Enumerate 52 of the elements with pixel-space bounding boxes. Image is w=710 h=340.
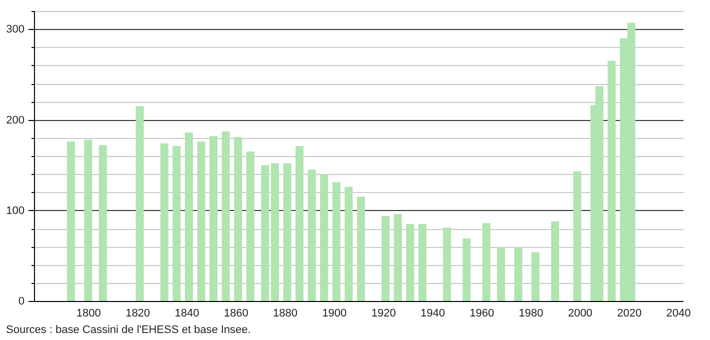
- x-tick-label: 1920: [371, 308, 396, 320]
- bar: [246, 151, 254, 301]
- bar: [308, 170, 316, 301]
- bar: [514, 248, 522, 301]
- bar: [172, 146, 181, 301]
- bar: [332, 182, 340, 301]
- x-tick-label: 1860: [224, 308, 248, 320]
- bar: [497, 248, 506, 301]
- x-tick-label: 1880: [273, 308, 298, 320]
- bar: [382, 216, 390, 301]
- source-note: Sources : base Cassini de l'EHESS et base Insee.: [6, 324, 251, 336]
- x-tick-label: 2040: [666, 308, 691, 320]
- bar: [406, 224, 414, 301]
- bar: [197, 142, 206, 301]
- bar: [531, 252, 540, 301]
- bar: [320, 174, 328, 301]
- bar: [270, 163, 279, 301]
- bar: [551, 221, 560, 301]
- x-tick-label: 1940: [420, 308, 445, 320]
- bar: [344, 186, 353, 301]
- y-tick-label: 100: [6, 204, 24, 217]
- bar: [356, 196, 365, 301]
- bar: [608, 60, 616, 301]
- bar: [184, 132, 193, 301]
- x-tick-label: 2020: [617, 308, 642, 320]
- x-tick-label: 1980: [518, 308, 544, 320]
- bar: [261, 165, 270, 301]
- x-tick-label: 1900: [322, 308, 347, 320]
- x-tick-label: 1800: [76, 308, 101, 320]
- bar: [573, 171, 582, 301]
- bar: [136, 106, 144, 301]
- bar: [482, 223, 490, 301]
- bar: [462, 238, 471, 301]
- x-tick-label: 2000: [568, 308, 592, 320]
- bar: [66, 142, 75, 301]
- y-tick-label: 300: [6, 24, 24, 36]
- bar: [394, 214, 402, 301]
- x-tick-label: 1840: [174, 308, 200, 320]
- bar: [234, 136, 242, 301]
- bar: [442, 228, 451, 301]
- bar: [296, 146, 304, 301]
- bar: [84, 140, 92, 301]
- bar: [418, 224, 426, 301]
- bar: [222, 132, 230, 301]
- bar: [209, 136, 218, 301]
- bar: [160, 143, 168, 301]
- x-tick-label: 1820: [126, 308, 150, 320]
- bar: [98, 145, 107, 301]
- bar: [283, 163, 292, 301]
- x-tick-label: 1960: [470, 308, 494, 320]
- y-tick-label: 200: [6, 114, 24, 126]
- y-tick-label: 0: [18, 296, 24, 308]
